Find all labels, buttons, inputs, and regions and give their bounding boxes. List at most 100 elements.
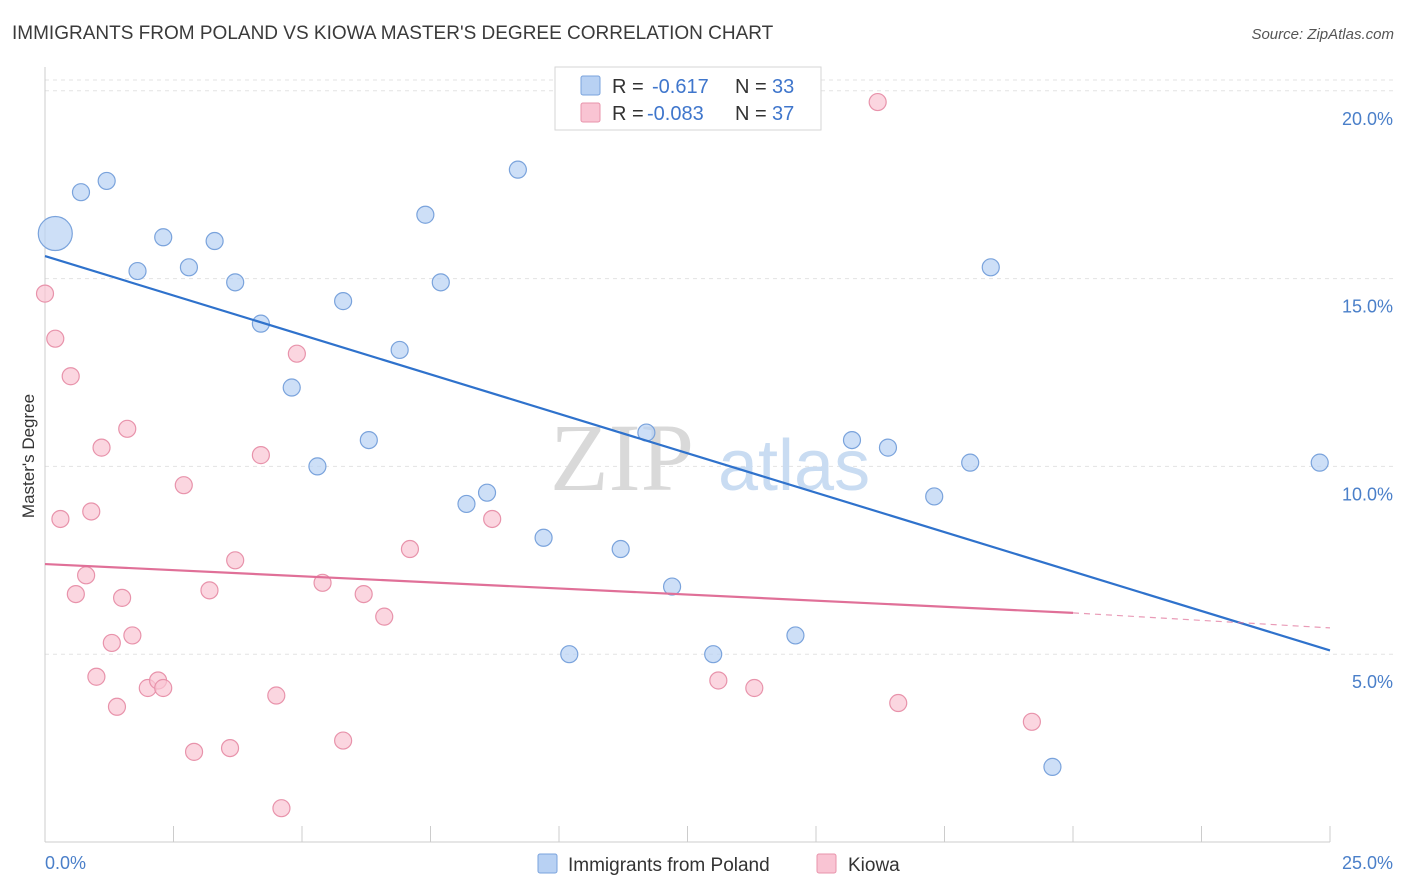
trend-lines	[44, 254, 1331, 652]
chart-source: Source: ZipAtlas.com	[1251, 26, 1394, 43]
point-kiowa	[868, 92, 887, 112]
y-axis-label: Master's Degree	[19, 394, 38, 518]
point-kiowa	[1022, 712, 1041, 731]
legend-r-label-kiowa: R =	[612, 103, 644, 125]
point-kiowa	[334, 731, 353, 750]
point-kiowa	[400, 539, 420, 559]
point-kiowa	[174, 476, 193, 495]
point-kiowa	[354, 584, 373, 604]
point-kiowa	[82, 502, 101, 521]
trend-line-poland	[44, 254, 1331, 652]
point-kiowa	[118, 419, 137, 438]
point-kiowa	[123, 626, 142, 645]
legend-n-value-poland: 33	[772, 76, 794, 98]
point-poland	[560, 645, 579, 664]
point-kiowa	[35, 284, 55, 303]
point-poland	[37, 215, 73, 252]
point-poland	[611, 539, 630, 559]
point-poland	[282, 378, 301, 397]
point-kiowa	[184, 742, 204, 761]
point-kiowa	[51, 509, 70, 529]
point-kiowa	[251, 446, 270, 465]
bottom-legend-label-kiowa: Kiowa	[848, 855, 900, 876]
point-poland	[1310, 453, 1329, 472]
point-kiowa	[375, 607, 394, 626]
point-kiowa	[889, 693, 908, 713]
point-poland	[704, 645, 723, 664]
x-tick-label: 25.0%	[1342, 853, 1393, 873]
point-poland	[226, 273, 245, 292]
y-tick-label: 20.0%	[1342, 109, 1393, 129]
point-kiowa	[87, 667, 106, 686]
point-poland	[878, 438, 898, 457]
legend-n-label-poland: N =	[735, 76, 767, 98]
point-poland	[477, 483, 497, 502]
point-poland	[390, 340, 409, 360]
watermark-zip: ZIP	[550, 404, 694, 511]
point-poland	[128, 261, 147, 281]
point-poland	[179, 258, 199, 277]
legend-n-label-kiowa: N =	[735, 103, 767, 125]
point-poland	[71, 183, 91, 202]
gridlines	[45, 79, 1393, 655]
point-poland	[457, 494, 476, 514]
y-tick-label: 10.0%	[1342, 484, 1393, 504]
x-tick-label: 0.0%	[45, 853, 86, 873]
point-poland	[251, 314, 270, 333]
data-points	[35, 92, 1329, 818]
point-kiowa	[200, 581, 219, 600]
point-poland	[925, 487, 944, 506]
point-poland	[534, 528, 553, 547]
point-poland	[154, 228, 173, 247]
point-kiowa	[46, 329, 65, 348]
point-poland	[508, 160, 527, 179]
point-kiowa	[220, 738, 240, 758]
point-kiowa	[77, 566, 96, 585]
legend-top: R = -0.617 N = 33 R = -0.083 N = 37	[554, 66, 822, 131]
point-poland	[1043, 757, 1062, 776]
y-tick-label: 5.0%	[1352, 672, 1393, 692]
legend-r-value-kiowa: -0.083	[647, 103, 704, 125]
bottom-legend-swatch-kiowa	[816, 853, 837, 874]
point-poland	[416, 205, 435, 224]
legend-swatch-poland	[580, 75, 601, 96]
point-kiowa	[154, 678, 173, 698]
point-kiowa	[745, 678, 764, 698]
legend-r-label-poland: R =	[612, 76, 644, 98]
trend-line-kiowa	[44, 562, 1074, 614]
legend-n-value-kiowa: 37	[772, 103, 794, 125]
bottom-legend-swatch-poland	[537, 853, 558, 874]
point-poland	[662, 577, 682, 596]
point-poland	[786, 626, 805, 645]
point-kiowa	[61, 367, 80, 386]
trend-line-extension-kiowa	[1072, 612, 1331, 629]
point-kiowa	[483, 509, 502, 529]
point-kiowa	[92, 438, 111, 457]
point-kiowa	[272, 799, 291, 818]
point-kiowa	[107, 697, 127, 716]
legend-swatch-kiowa	[580, 102, 601, 123]
point-kiowa	[66, 584, 85, 604]
point-kiowa	[709, 671, 728, 690]
point-poland	[431, 273, 450, 292]
point-kiowa	[102, 633, 121, 653]
point-poland	[842, 430, 862, 450]
point-poland	[205, 231, 224, 251]
point-kiowa	[287, 344, 306, 363]
legend-r-value-poland: -0.617	[652, 76, 709, 98]
point-kiowa	[313, 573, 332, 592]
point-poland	[334, 292, 353, 311]
legend-bottom: Immigrants from Poland Kiowa	[537, 853, 900, 876]
bottom-legend-label-poland: Immigrants from Poland	[568, 855, 770, 876]
point-kiowa	[267, 686, 286, 705]
point-poland	[981, 258, 1000, 277]
point-kiowa	[226, 551, 245, 570]
point-kiowa	[112, 588, 132, 607]
point-poland	[961, 453, 980, 472]
y-tick-label: 15.0%	[1342, 297, 1393, 317]
point-poland	[359, 430, 378, 450]
chart-title: IMMIGRANTS FROM POLAND VS KIOWA MASTER'S…	[12, 23, 774, 44]
axes: 5.0% 10.0% 15.0% 20.0% 0.0% 25.0%	[44, 67, 1393, 873]
point-poland	[308, 457, 327, 476]
